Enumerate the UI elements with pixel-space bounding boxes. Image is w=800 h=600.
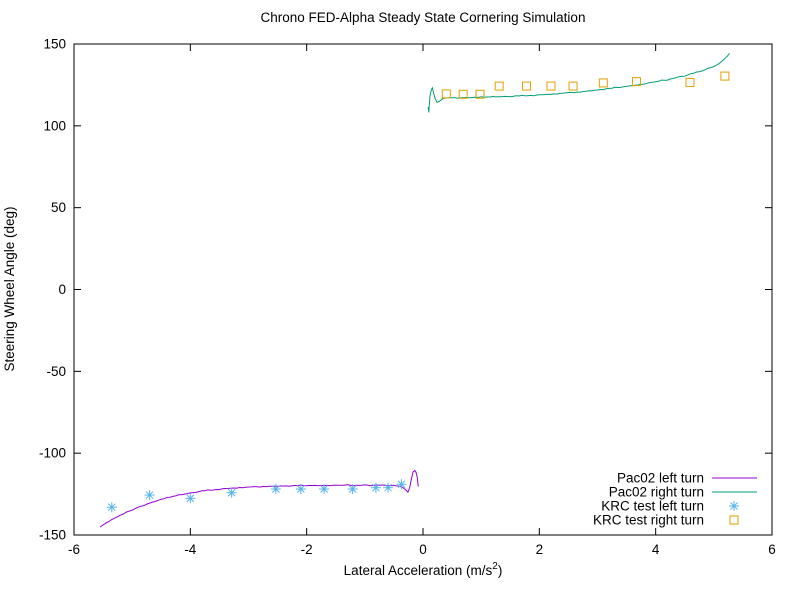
x-tick-label: 4: [652, 542, 660, 557]
x-tick-label: 2: [536, 542, 544, 557]
series-krc-test-right-turn: [441, 71, 730, 99]
y-tick-label: 100: [43, 118, 66, 133]
legend-entry-pac02-right-turn: Pac02 right turn: [609, 485, 757, 500]
square-marker: [458, 89, 468, 99]
asterisk-marker: [271, 485, 280, 493]
data-series: [99, 52, 730, 528]
chart-title: Chrono FED-Alpha Steady State Cornering …: [261, 10, 586, 25]
legend-label: KRC test right turn: [593, 513, 704, 528]
series-path-pac02-left-turn: [99, 469, 419, 528]
y-tick-label: 0: [58, 282, 66, 297]
y-tick-label: -100: [39, 446, 66, 461]
asterisk-marker: [730, 502, 738, 510]
series-pac02-right-turn: [427, 52, 730, 113]
legend-entry-krc-test-left-turn: KRC test left turn: [601, 499, 739, 514]
asterisk-marker: [227, 488, 236, 497]
square-marker: [546, 81, 556, 91]
asterisk-marker: [107, 503, 116, 512]
asterisk-marker: [384, 483, 392, 492]
legend-entry-pac02-left-turn: Pac02 left turn: [617, 471, 757, 486]
square-marker: [598, 78, 608, 88]
series-krc-test-left-turn: [106, 479, 407, 513]
legend-label: KRC test left turn: [601, 499, 704, 514]
y-tick-label: -50: [46, 364, 66, 379]
asterisk-marker: [372, 483, 380, 492]
y-axis-label: Steering Wheel Angle (deg): [2, 206, 17, 371]
legend-label: Pac02 right turn: [609, 485, 704, 500]
x-tick-label: -4: [184, 542, 196, 557]
x-axis-label-superscript: 2: [492, 561, 498, 572]
asterisk-marker: [296, 485, 305, 493]
asterisk-marker: [145, 491, 154, 499]
square-marker: [685, 77, 695, 87]
square-marker: [720, 71, 730, 81]
square-marker: [631, 77, 641, 87]
y-tick-label: 50: [51, 200, 66, 215]
square-marker: [568, 81, 578, 91]
square-marker: [441, 89, 451, 99]
y-tick-label: 150: [43, 37, 66, 52]
y-tick-label: -150: [39, 528, 66, 543]
axis-tick-labels: -6 -4 -2 0 2 4 6 -150 -100 -50 0 50 100 150: [39, 37, 776, 558]
x-axis-label-close: ): [498, 563, 503, 578]
axis-ticks: [73, 43, 773, 536]
square-marker: [729, 515, 739, 525]
square-marker: [494, 81, 504, 91]
asterisk-marker: [186, 494, 195, 503]
square-marker: [475, 89, 485, 99]
asterisk-marker: [397, 480, 406, 489]
x-axis-label-main: Lateral Acceleration (m/s: [344, 563, 493, 578]
series-path-pac02-right-turn: [427, 52, 730, 113]
x-tick-label: 6: [768, 542, 776, 557]
plot-border: [73, 43, 773, 536]
x-tick-label: -2: [301, 542, 313, 557]
square-marker: [522, 81, 532, 91]
asterisk-marker: [320, 485, 328, 493]
x-tick-label: -6: [68, 542, 80, 557]
legend-entry-krc-test-right-turn: KRC test right turn: [593, 513, 739, 528]
x-axis-label: Lateral Acceleration (m/s2): [344, 561, 503, 578]
x-tick-label: 0: [419, 542, 427, 557]
series-pac02-left-turn: [99, 469, 419, 528]
legend-label: Pac02 left turn: [617, 471, 704, 486]
asterisk-marker: [348, 485, 357, 493]
